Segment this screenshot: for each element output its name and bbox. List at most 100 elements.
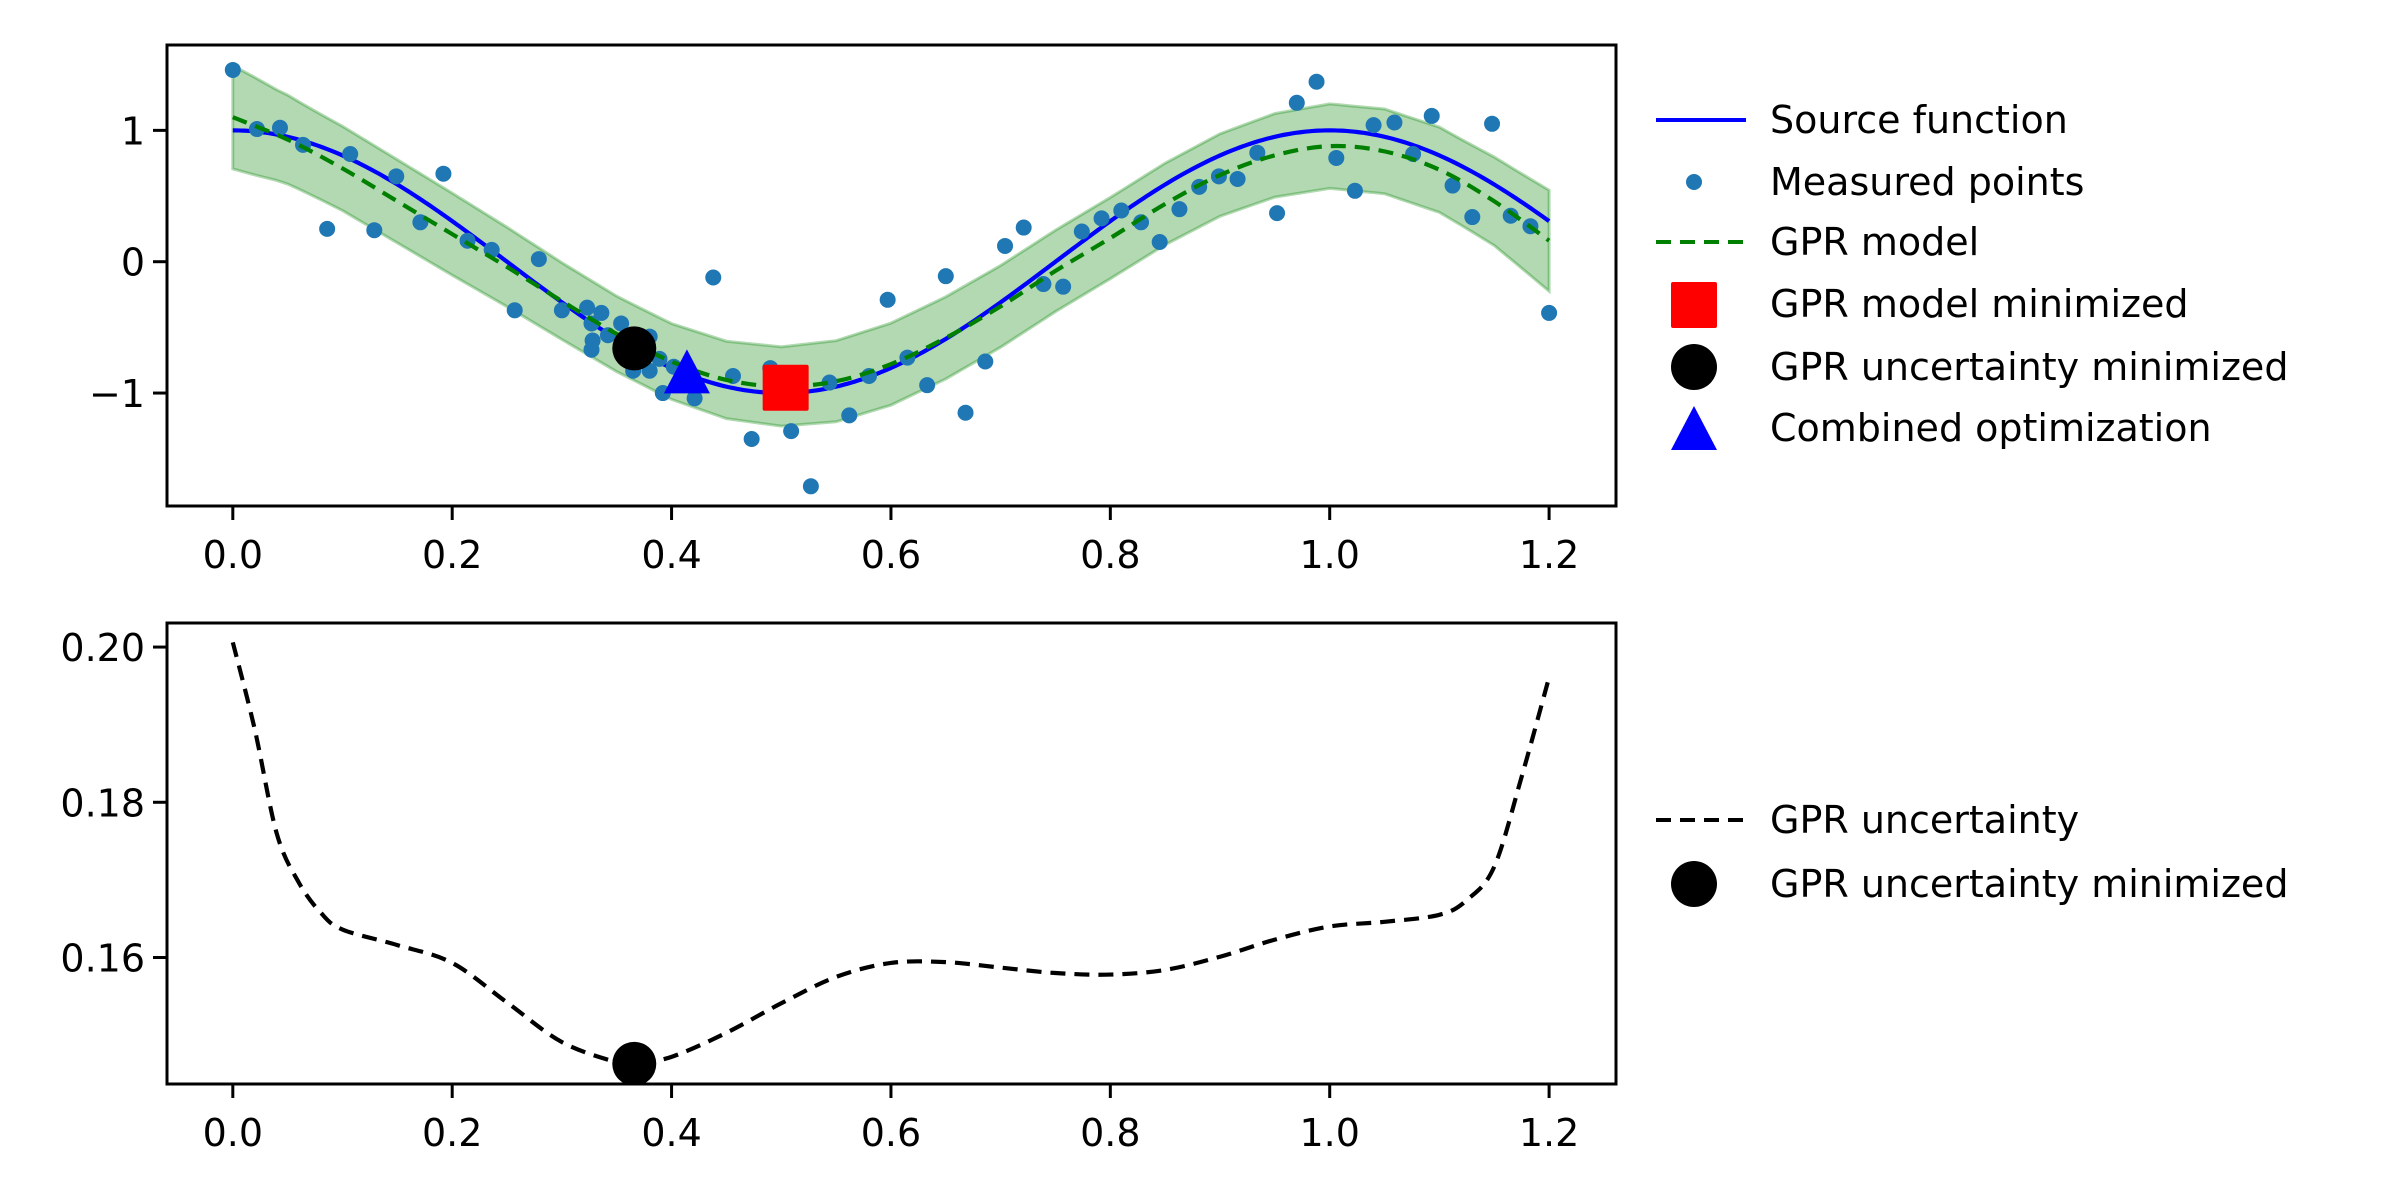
y-tick-label: 0.18	[60, 781, 145, 825]
legend-item-source-function: Source function	[1656, 98, 2068, 142]
top-legend: Source function Measured points GPR mode…	[1656, 98, 2288, 450]
y-tick-label: −1	[89, 372, 145, 416]
measured-point	[841, 407, 858, 424]
measured-point	[1015, 219, 1032, 236]
legend-item-gpr-uncertainty-minimized-bottom: GPR uncertainty minimized	[1671, 861, 2288, 907]
gpr-model-minimized-marker	[762, 364, 809, 411]
measured-point	[1269, 205, 1286, 222]
measured-point	[1113, 202, 1130, 219]
legend-item-combined-optimization: Combined optimization	[1671, 406, 2212, 450]
measured-point	[506, 302, 523, 319]
gpr-uncertainty-minimized-marker	[612, 326, 657, 371]
measured-point	[977, 353, 994, 370]
measured-point	[802, 478, 819, 495]
x-tick-label: 0.2	[422, 533, 482, 577]
measured-point	[435, 165, 452, 182]
measured-point	[1093, 210, 1110, 227]
legend-label-gpr-uncertainty: GPR uncertainty	[1770, 798, 2079, 842]
circle-marker-icon	[1671, 344, 1717, 390]
measured-point	[997, 237, 1014, 254]
x-tick-label: 1.0	[1299, 533, 1359, 577]
measured-points	[224, 61, 1558, 495]
bottom-x-ticks: 0.0 0.2 0.4 0.6 0.8 1.0 1.2	[203, 1084, 1579, 1155]
measured-point	[1055, 278, 1072, 295]
measured-point	[1229, 170, 1246, 187]
legend-item-gpr-uncertainty: GPR uncertainty	[1656, 798, 2079, 842]
x-tick-label: 0.0	[203, 1111, 263, 1155]
x-tick-label: 0.6	[861, 533, 921, 577]
measured-point	[271, 119, 288, 136]
top-plot-area	[224, 61, 1558, 495]
measured-point	[530, 251, 547, 268]
measured-point	[957, 404, 974, 421]
x-tick-label: 0.6	[861, 1111, 921, 1155]
measured-point	[1444, 177, 1461, 194]
source-function-line	[232, 128, 1551, 396]
top-x-ticks: 0.0 0.2 0.4 0.6 0.8 1.0 1.2	[203, 506, 1579, 577]
measured-point	[1484, 115, 1501, 132]
measured-point	[613, 315, 630, 332]
x-tick-label: 0.8	[1080, 533, 1140, 577]
y-tick-label: 0.16	[60, 936, 145, 980]
x-tick-label: 1.0	[1299, 1111, 1359, 1155]
x-tick-label: 1.2	[1519, 533, 1579, 577]
measured-point	[1308, 73, 1325, 90]
square-marker-icon	[1671, 282, 1717, 328]
legend-label-measured-points: Measured points	[1770, 160, 2084, 204]
legend-label-gpr-uncertainty-minimized: GPR uncertainty minimized	[1770, 345, 2288, 389]
measured-point	[1151, 234, 1168, 251]
bottom-legend: GPR uncertainty GPR uncertainty minimize…	[1656, 798, 2288, 907]
bottom-axes: 0.0 0.2 0.4 0.6 0.8 1.0 1.2 0.20 0.18 0.16	[60, 621, 1618, 1155]
measured-point	[583, 341, 600, 358]
y-tick-label: 1	[121, 109, 145, 153]
x-tick-label: 0.0	[203, 533, 263, 577]
y-tick-label: 0	[121, 241, 145, 285]
x-tick-label: 0.4	[641, 533, 701, 577]
legend-label-source-function: Source function	[1770, 98, 2068, 142]
measured-point	[1541, 304, 1558, 321]
top-axes: 0.0 0.2 0.4 0.6 0.8 1.0 1.2 1 0 −1	[89, 43, 1618, 577]
legend-label-combined-optimization: Combined optimization	[1770, 406, 2212, 450]
top-y-ticks: 1 0 −1	[89, 109, 167, 416]
measured-point	[919, 377, 936, 394]
measured-point	[1502, 207, 1519, 224]
measured-point	[1328, 149, 1345, 166]
legend-item-gpr-model-minimized: GPR model minimized	[1671, 282, 2188, 328]
measured-point	[705, 269, 722, 286]
measured-point	[821, 374, 838, 391]
measured-point	[783, 423, 800, 440]
measured-point	[879, 291, 896, 308]
measured-point	[1365, 117, 1382, 134]
triangle-marker-icon	[1671, 406, 1717, 450]
measured-point	[743, 431, 760, 448]
gpr-uncertainty-minimized-marker	[612, 1041, 657, 1084]
legend-item-gpr-uncertainty-minimized: GPR uncertainty minimized	[1671, 344, 2288, 390]
bottom-plot-area	[230, 641, 1552, 1084]
measured-point	[1423, 107, 1440, 124]
measured-point	[593, 304, 610, 321]
measured-point	[553, 302, 570, 319]
measured-point	[1249, 144, 1266, 161]
y-tick-label: 0.20	[60, 626, 145, 670]
legend-item-measured-points: Measured points	[1686, 160, 2084, 204]
legend-item-gpr-model: GPR model	[1656, 220, 1979, 264]
measured-point	[366, 222, 383, 239]
circle-marker-icon	[1671, 861, 1717, 907]
gpr-model-line	[232, 115, 1551, 389]
measured-point	[1288, 94, 1305, 111]
measured-point	[599, 327, 616, 344]
measured-point	[342, 146, 359, 163]
legend-label-gpr-uncertainty-minimized: GPR uncertainty minimized	[1770, 862, 2288, 906]
measured-point	[579, 299, 596, 316]
x-tick-label: 1.2	[1519, 1111, 1579, 1155]
measured-point	[1073, 223, 1090, 240]
x-tick-label: 0.8	[1080, 1111, 1140, 1155]
measured-point	[319, 220, 336, 237]
measured-point	[686, 390, 703, 407]
measured-point	[937, 268, 954, 285]
combined-optimization-marker	[663, 349, 710, 394]
legend-label-gpr-model: GPR model	[1770, 220, 1979, 264]
x-tick-label: 0.2	[422, 1111, 482, 1155]
bottom-y-ticks: 0.20 0.18 0.16	[60, 626, 167, 980]
